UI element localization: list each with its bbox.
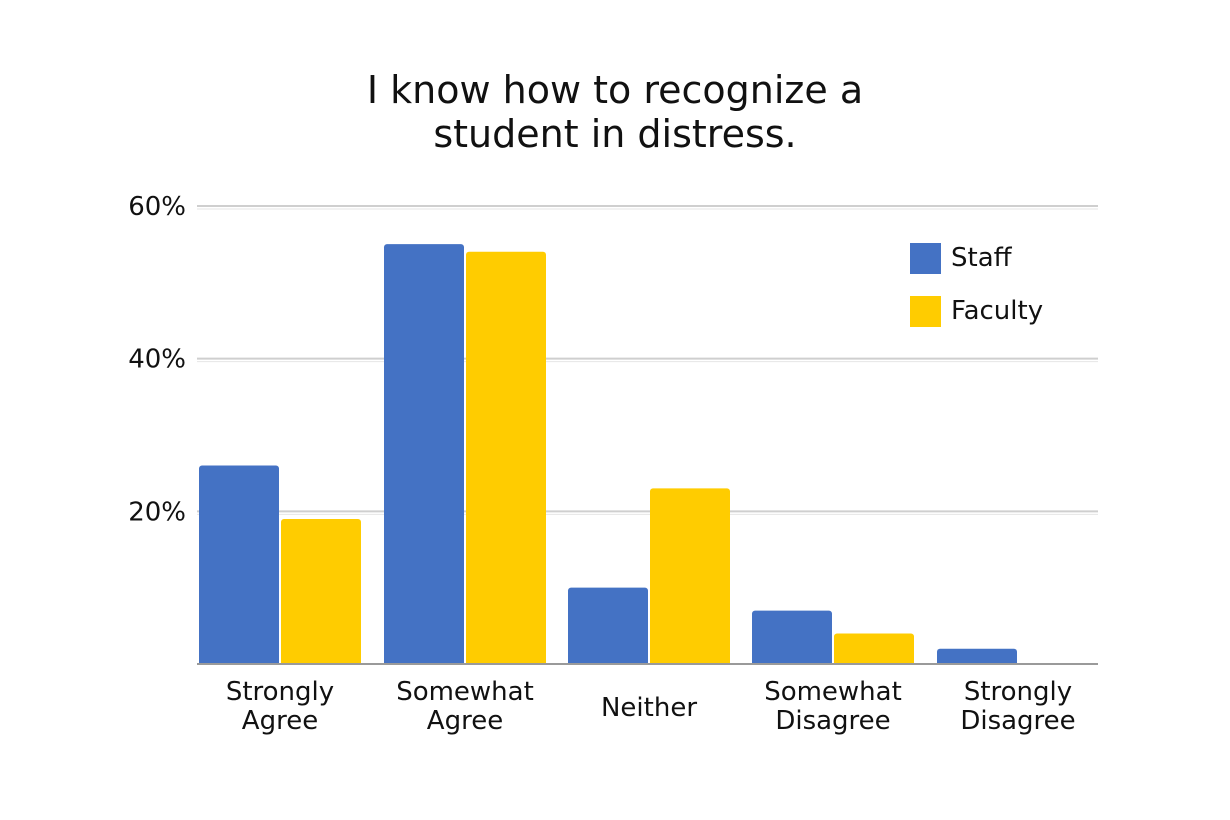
legend: Staff Faculty [910, 241, 1043, 347]
x-tick-label-1-line-1: Agree [427, 706, 503, 736]
gridlines [197, 205, 1098, 515]
bar-staff-0 [199, 465, 279, 664]
x-tick-label-0-line-1: Agree [242, 706, 318, 736]
chart-title: I know how to recognize a student in dis… [0, 68, 1230, 156]
x-tick-label-3-line-0: Somewhat [764, 677, 902, 707]
bar-staff-1 [384, 244, 464, 664]
x-tick-label-1-line-0: Somewhat [396, 677, 534, 707]
x-tick-label-0-line-0: Strongly [226, 677, 334, 707]
bar-faculty-1 [466, 251, 546, 665]
bar-base-staff-3 [752, 660, 832, 664]
x-tick-label-4-line-0: Strongly [964, 677, 1072, 707]
x-tick-label-3-line-1: Disagree [775, 706, 890, 736]
x-tick-label-2-line-0: Neither [601, 693, 697, 723]
bar-faculty-2 [650, 488, 730, 664]
bar-base-faculty-2 [650, 660, 730, 664]
bar-base-staff-4 [937, 660, 1017, 664]
bar-faculty-0 [281, 518, 361, 664]
legend-item-staff: Staff [910, 241, 1043, 275]
bar-base-faculty-0 [281, 660, 361, 664]
y-tick-label-60: 60% [128, 192, 186, 222]
bar-staff-2 [568, 587, 648, 664]
chart-title-line-1: I know how to recognize a [366, 68, 864, 112]
bar-staff-3 [752, 610, 832, 664]
y-tick-label-40: 40% [128, 345, 186, 375]
bars [199, 244, 1017, 665]
bar-base-staff-0 [199, 660, 279, 664]
legend-label-faculty: Faculty [951, 296, 1044, 326]
legend-label-staff: Staff [951, 243, 1012, 273]
bar-base-faculty-1 [466, 660, 546, 664]
legend-swatch-faculty [910, 295, 941, 327]
bar-base-staff-2 [568, 660, 648, 664]
bar-base-staff-1 [384, 660, 464, 664]
chart-title-line-2: student in distress. [433, 112, 797, 156]
legend-swatch-staff [910, 242, 941, 274]
legend-item-faculty: Faculty [910, 294, 1043, 328]
y-tick-label-20: 20% [128, 497, 186, 527]
x-tick-label-4-line-1: Disagree [960, 706, 1075, 736]
bar-base-faculty-3 [834, 660, 914, 664]
bar-faculty-3 [834, 633, 914, 664]
